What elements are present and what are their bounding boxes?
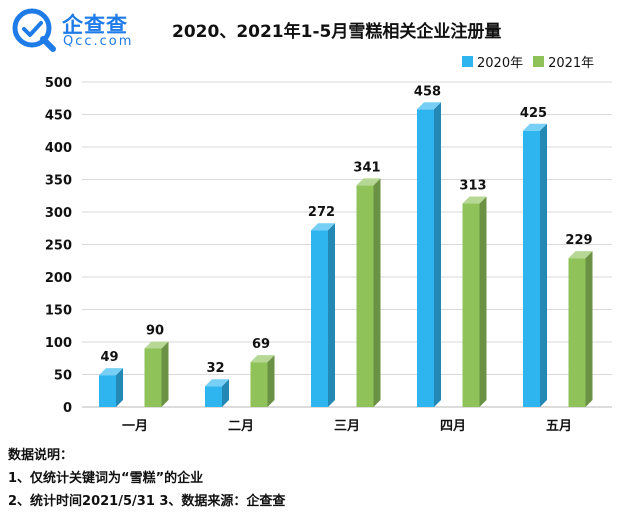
bar-top bbox=[99, 368, 123, 376]
bar-chart: 0 50 100 150 200 250 300 350 400 450 500 49 90 一月 32 69… bbox=[45, 76, 612, 434]
bar-2021年-四月 bbox=[462, 203, 480, 407]
legend-label-2021: 2021年 bbox=[548, 56, 595, 71]
data-label: 90 bbox=[146, 324, 164, 339]
bar-2021年-二月 bbox=[250, 362, 268, 407]
bar-2021年-一月 bbox=[144, 348, 162, 407]
data-notes: 数据说明： 1、仅统计关键词为“雪糕”的企业 2、统计时间2021/5/31 3… bbox=[8, 444, 285, 513]
x-tick-label: 三月 bbox=[334, 419, 360, 434]
bar-side bbox=[479, 196, 487, 407]
y-tick-label: 450 bbox=[45, 109, 72, 124]
y-tick-label: 300 bbox=[45, 206, 72, 221]
y-tick-label: 350 bbox=[45, 174, 72, 189]
bar-2020年-五月 bbox=[523, 130, 540, 407]
y-tick-label: 50 bbox=[54, 369, 72, 384]
x-tick-label: 二月 bbox=[228, 419, 254, 434]
chart-legend: 2020年 2021年 bbox=[462, 52, 594, 71]
bar-2020年-一月 bbox=[99, 375, 116, 407]
bar-top bbox=[144, 341, 169, 349]
data-label: 229 bbox=[565, 233, 592, 248]
bar-side bbox=[116, 368, 123, 407]
bar-side bbox=[267, 355, 275, 407]
brand-name-cn: 企查查 bbox=[62, 13, 128, 37]
data-label: 341 bbox=[353, 160, 380, 175]
data-label: 425 bbox=[520, 106, 547, 121]
y-tick-label: 200 bbox=[45, 271, 72, 286]
data-label: 458 bbox=[414, 84, 441, 99]
bar-top bbox=[568, 251, 593, 259]
bar-top bbox=[417, 102, 441, 110]
qcc-logo-icon bbox=[12, 8, 56, 52]
bar-side bbox=[161, 341, 169, 407]
data-label: 272 bbox=[308, 205, 335, 220]
bar-2021年-五月 bbox=[568, 258, 586, 407]
bar-side bbox=[585, 251, 593, 407]
bar-top bbox=[250, 355, 275, 363]
bar-2020年-四月 bbox=[417, 109, 434, 408]
y-tick-label: 100 bbox=[45, 336, 72, 351]
legend-swatch-2020 bbox=[462, 56, 473, 67]
bar-side bbox=[434, 102, 441, 408]
x-tick-label: 四月 bbox=[440, 419, 466, 434]
bar-side bbox=[222, 379, 229, 407]
bar-top bbox=[356, 178, 381, 186]
bar-side bbox=[373, 178, 381, 407]
bar-top bbox=[523, 123, 547, 131]
data-label: 32 bbox=[206, 361, 224, 376]
legend-label-2020: 2020年 bbox=[477, 56, 524, 71]
legend-item-2020: 2020年 bbox=[462, 52, 523, 71]
notes-heading: 数据说明： bbox=[8, 448, 74, 463]
bar-top bbox=[462, 196, 487, 204]
y-tick-label: 250 bbox=[45, 239, 72, 254]
bar-side bbox=[328, 223, 335, 407]
x-tick-label: 五月 bbox=[546, 419, 572, 434]
y-tick-label: 0 bbox=[63, 401, 72, 416]
x-tick-label: 一月 bbox=[122, 419, 148, 434]
bar-top bbox=[205, 379, 229, 387]
bar-2020年-三月 bbox=[311, 230, 328, 407]
notes-line-1: 1、仅统计关键词为“雪糕”的企业 bbox=[8, 471, 204, 486]
data-label: 69 bbox=[252, 337, 270, 352]
brand-name-en: Qcc.com bbox=[63, 34, 134, 49]
bar-2020年-二月 bbox=[205, 386, 222, 407]
bar-top bbox=[311, 223, 335, 231]
chart-title: 2020、2021年1-5月雪糕相关企业注册量 bbox=[172, 22, 502, 42]
y-tick-label: 500 bbox=[45, 76, 72, 91]
data-label: 49 bbox=[100, 350, 118, 365]
y-tick-label: 400 bbox=[45, 141, 72, 156]
legend-item-2021: 2021年 bbox=[533, 52, 594, 71]
bar-side bbox=[540, 123, 547, 407]
y-tick-label: 150 bbox=[45, 304, 72, 319]
brand-logo: 企查查 Qcc.com bbox=[12, 8, 162, 52]
notes-line-2: 2、统计时间2021/5/31 3、数据来源：企查查 bbox=[8, 494, 286, 509]
bar-2021年-三月 bbox=[356, 185, 374, 407]
legend-swatch-2021 bbox=[533, 56, 545, 67]
data-label: 313 bbox=[459, 179, 486, 194]
